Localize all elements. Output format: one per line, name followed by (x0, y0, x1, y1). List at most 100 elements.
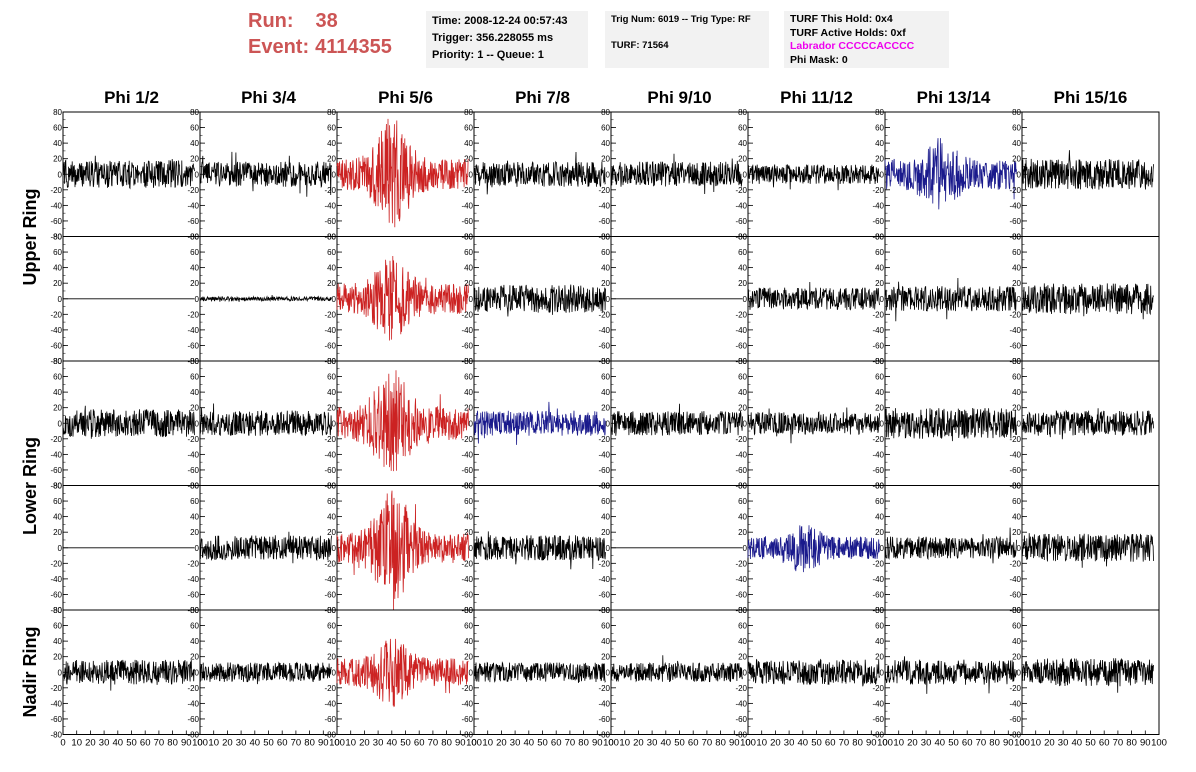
y-tick-label: 60 (875, 248, 884, 257)
y-tick-label: 40 (190, 264, 199, 273)
waveform-trace (199, 403, 332, 437)
x-tick-label: 90 (866, 738, 877, 749)
y-tick-label: 0 (469, 668, 474, 677)
y-tick-label: 80 (1012, 108, 1021, 117)
y-tick-label: -20 (598, 684, 610, 693)
x-tick-label: 80 (441, 738, 452, 749)
x-tick-label: 70 (154, 738, 165, 749)
x-tick-label: 0 (745, 738, 750, 749)
y-tick-label: 40 (601, 139, 610, 148)
y-tick-label: 60 (190, 622, 199, 631)
x-tick-label: 60 (962, 738, 973, 749)
y-tick-label: -40 (50, 450, 62, 459)
x-tick-label: 20 (222, 738, 233, 749)
y-tick-label: 80 (1012, 233, 1021, 242)
y-tick-label: 20 (464, 528, 473, 537)
y-tick-label: 0 (880, 170, 885, 179)
y-tick-label: -20 (872, 186, 884, 195)
waveform-trace (747, 525, 880, 573)
x-tick-label: 50 (126, 738, 137, 749)
x-tick-label: 90 (1140, 738, 1151, 749)
priority-text: Priority: 1 -- Queue: 1 (432, 49, 544, 61)
y-tick-label: -40 (735, 699, 747, 708)
y-tick-label: -60 (735, 590, 747, 599)
y-tick-label: 0 (880, 544, 885, 553)
y-tick-label: -60 (1009, 466, 1021, 475)
y-tick-label: 20 (327, 155, 336, 164)
x-tick-label: 60 (688, 738, 699, 749)
y-tick-label: -20 (461, 559, 473, 568)
x-tick-label: 80 (304, 738, 315, 749)
trig-info-box: Trig Num: 6019 -- Trig Type: RF TURF: 71… (605, 11, 769, 68)
x-tick-label: 70 (702, 738, 713, 749)
labrador-text: Labrador CCCCCACCCC (790, 40, 915, 52)
y-tick-label: -40 (735, 575, 747, 584)
y-tick-label: 40 (190, 513, 199, 522)
y-tick-label: 20 (601, 653, 610, 662)
run-value: 38 (315, 10, 338, 32)
y-tick-label: -60 (1009, 341, 1021, 350)
y-tick-label: 0 (606, 295, 611, 304)
run-line: Run: 38 (248, 8, 418, 34)
y-tick-label: -40 (598, 575, 610, 584)
x-tick-label: 10 (619, 738, 630, 749)
x-tick-label: 20 (359, 738, 370, 749)
y-tick-label: 0 (58, 295, 63, 304)
y-tick-label: 20 (738, 279, 747, 288)
y-tick-label: 20 (601, 528, 610, 537)
y-tick-label: 20 (1012, 404, 1021, 413)
y-tick-label: 60 (53, 622, 62, 631)
y-tick-label: 0 (58, 544, 63, 553)
y-tick-label: 20 (327, 404, 336, 413)
y-tick-label: 40 (53, 637, 62, 646)
y-tick-label: -40 (735, 201, 747, 210)
y-tick-label: -60 (872, 590, 884, 599)
y-tick-label: 0 (195, 668, 200, 677)
y-tick-label: 0 (606, 668, 611, 677)
y-tick-label: -40 (324, 201, 336, 210)
x-tick-label: 100 (329, 738, 345, 749)
y-tick-label: -60 (461, 590, 473, 599)
y-tick-label: -40 (1009, 575, 1021, 584)
waveform-trace (884, 407, 1017, 442)
x-tick-label: 0 (334, 738, 339, 749)
y-tick-label: 60 (1012, 373, 1021, 382)
y-tick-label: 40 (190, 388, 199, 397)
y-tick-label: -40 (461, 450, 473, 459)
x-tick-label: 0 (882, 738, 887, 749)
x-tick-label: 50 (674, 738, 685, 749)
y-tick-label: 60 (327, 124, 336, 133)
y-tick-label: 60 (327, 373, 336, 382)
y-tick-label: -40 (187, 326, 199, 335)
y-tick-label: -60 (50, 341, 62, 350)
y-tick-label: 80 (738, 108, 747, 117)
x-tick-label: 0 (60, 738, 65, 749)
y-tick-label: -20 (324, 559, 336, 568)
y-tick-label: 20 (1012, 653, 1021, 662)
y-tick-label: -80 (50, 482, 62, 491)
x-tick-label: 10 (345, 738, 356, 749)
waveform-trace (747, 163, 880, 191)
y-tick-label: 0 (469, 295, 474, 304)
y-tick-label: 80 (601, 108, 610, 117)
y-tick-label: 20 (464, 404, 473, 413)
y-tick-label: 80 (464, 108, 473, 117)
x-tick-label: 30 (99, 738, 110, 749)
y-tick-label: 40 (327, 513, 336, 522)
x-tick-label: 30 (647, 738, 658, 749)
y-tick-label: -20 (50, 559, 62, 568)
y-tick-label: 80 (601, 357, 610, 366)
y-tick-label: 60 (190, 248, 199, 257)
y-tick-label: 20 (738, 653, 747, 662)
y-tick-label: 80 (190, 233, 199, 242)
y-tick-label: -60 (461, 341, 473, 350)
